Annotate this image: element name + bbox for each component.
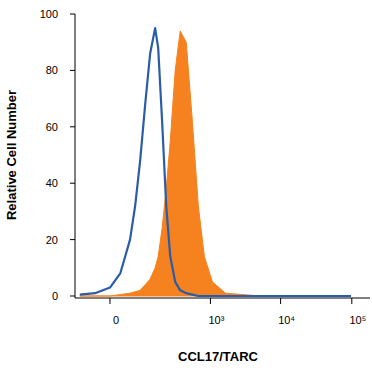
x-tick: [210, 298, 211, 304]
x-axis-label: CCL17/TARC: [178, 349, 259, 364]
y-tick: [70, 14, 75, 15]
y-tick: [70, 296, 75, 297]
y-tick-label: 100: [40, 8, 58, 20]
y-tick-label: 0: [52, 290, 58, 302]
y-tick-label: 20: [46, 234, 58, 246]
x-tick: [351, 298, 352, 304]
x-axis: [75, 298, 370, 299]
x-tick-label: 10⁴: [278, 314, 295, 326]
y-tick-label: 80: [46, 64, 58, 76]
y-tick: [70, 239, 75, 240]
histogram-line: [80, 28, 351, 296]
y-tick: [70, 183, 75, 184]
y-tick: [70, 70, 75, 71]
y-axis-label: Relative Cell Number: [4, 90, 19, 220]
x-tick-label: 10⁵: [349, 314, 366, 326]
plot-area: [80, 28, 351, 296]
y-tick: [70, 126, 75, 127]
x-tick: [109, 298, 110, 304]
x-tick-label: 0: [113, 314, 119, 326]
y-tick-label: 60: [46, 121, 58, 133]
x-tick-label: 10³: [208, 314, 224, 326]
x-tick: [280, 298, 281, 304]
y-tick-label: 40: [46, 177, 58, 189]
histogram-area: [80, 31, 351, 296]
y-axis: [75, 14, 76, 298]
